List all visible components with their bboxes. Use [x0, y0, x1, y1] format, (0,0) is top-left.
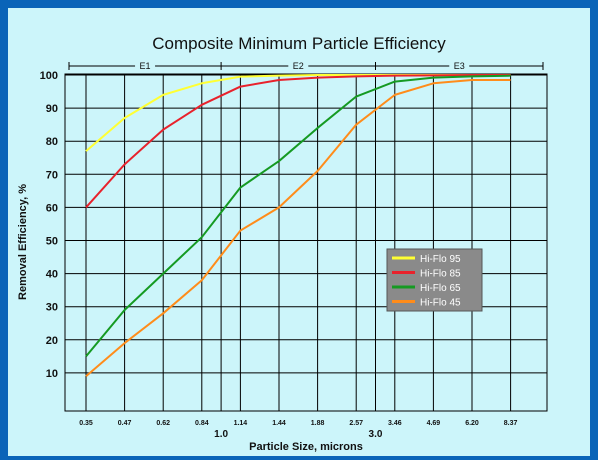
- x-tick-5: 1.44: [272, 420, 286, 427]
- band-label-e1: E1: [140, 61, 151, 71]
- x-tick-7: 2.57: [349, 420, 363, 427]
- y-tick-50: 50: [46, 236, 58, 248]
- band-label-bg-1: [288, 60, 309, 71]
- legend-label-hi-flo-45: Hi-Flo 45: [420, 298, 461, 309]
- y-axis-title: Removal Efficiency, %: [17, 184, 29, 300]
- y-tick-80: 80: [46, 136, 58, 148]
- efficiency-bands: E1 E2 E3: [68, 60, 544, 71]
- series-lines: [85, 74, 511, 377]
- legend-label-hi-flo-85: Hi-Flo 85: [420, 269, 461, 280]
- x-tick-0: 0.35: [79, 420, 93, 427]
- y-tick-30: 30: [46, 302, 58, 314]
- x-tick-labels: 0.35 0.47 0.62 0.84 1.14 1.44 1.88 2.57 3.46 4.69…: [79, 420, 517, 427]
- x-major-label-3: 3.0: [369, 429, 383, 440]
- y-tick-20: 20: [46, 335, 58, 347]
- band-label-e2: E2: [293, 61, 304, 71]
- y-tick-90: 90: [46, 103, 58, 115]
- band-label-bg-2: [449, 60, 470, 71]
- x-tick-6: 1.88: [311, 420, 325, 427]
- x-major-label-1: 1.0: [214, 429, 228, 440]
- chart-panel: Composite Minimum Particle Efficiency E1…: [8, 8, 590, 456]
- series-line-hi-flo-65: [85, 74, 511, 357]
- series-line-hi-flo-85: [85, 74, 511, 209]
- legend-label-hi-flo-65: Hi-Flo 65: [420, 283, 461, 294]
- x-tick-1: 0.47: [118, 420, 132, 427]
- x-tick-8: 3.46: [388, 420, 402, 427]
- x-tick-9: 4.69: [427, 420, 441, 427]
- x-axis-title: Particle Size, microns: [249, 441, 363, 453]
- y-tick-70: 70: [46, 169, 58, 181]
- y-tick-40: 40: [46, 269, 58, 281]
- band-label-e3: E3: [454, 61, 465, 71]
- x-tick-4: 1.14: [234, 420, 248, 427]
- series-line-hi-flo-45: [85, 78, 511, 377]
- plot-area: [64, 73, 548, 412]
- legend-label-hi-flo-95: Hi-Flo 95: [420, 254, 461, 265]
- grid-lines: [65, 74, 547, 411]
- x-tick-10: 6.20: [465, 420, 479, 427]
- efficiency-chart: Composite Minimum Particle Efficiency E1…: [17, 34, 548, 453]
- y-tick-60: 60: [46, 202, 58, 214]
- y-tick-labels: 10 20 30 40 50 60 70 80 90 100: [40, 70, 58, 380]
- y-tick-100: 100: [40, 70, 58, 82]
- x-tick-2: 0.62: [156, 420, 170, 427]
- x-tick-3: 0.84: [195, 420, 209, 427]
- legend: Hi-Flo 95 Hi-Flo 85 Hi-Flo 65 Hi-Flo 45: [386, 248, 483, 312]
- chart-title: Composite Minimum Particle Efficiency: [152, 34, 446, 53]
- y-tick-10: 10: [46, 368, 58, 380]
- x-tick-11: 8.37: [504, 420, 518, 427]
- band-label-bg-0: [135, 60, 156, 71]
